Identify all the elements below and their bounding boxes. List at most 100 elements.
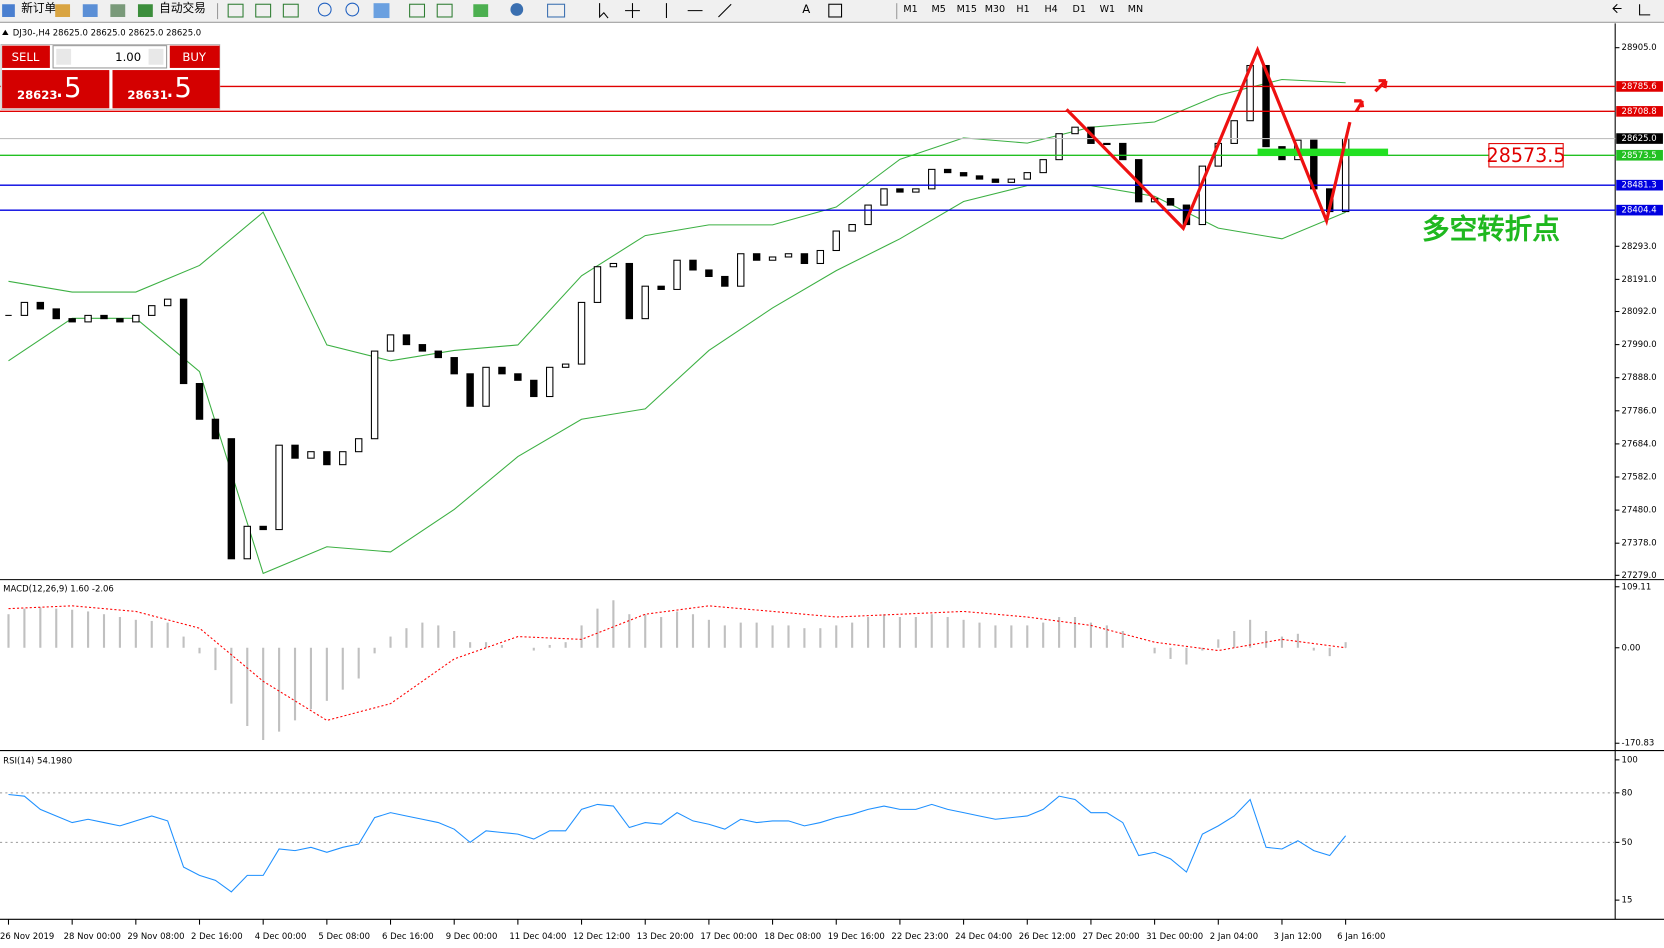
candle xyxy=(163,298,172,307)
candle xyxy=(721,275,729,287)
candle xyxy=(912,188,920,193)
y-tick-label: 0.00 xyxy=(1622,643,1641,653)
candle xyxy=(1023,172,1031,180)
timeframe[interactable]: H4 xyxy=(1045,4,1058,15)
candle xyxy=(1166,198,1175,206)
buy-button[interactable] xyxy=(169,45,220,68)
ask-pips[interactable]: .5 xyxy=(166,71,192,104)
y-tick-label: 28905.0 xyxy=(1622,43,1657,53)
rsi-line xyxy=(8,793,1347,893)
chart-window xyxy=(0,23,1664,948)
candle xyxy=(943,168,952,174)
icon xyxy=(82,4,98,17)
sell-button[interactable] xyxy=(2,45,50,68)
ask-main[interactable]: 28631 xyxy=(127,88,168,102)
bid-box[interactable] xyxy=(2,70,110,109)
lot-value[interactable]: 1.00 xyxy=(115,50,141,64)
auto-trading[interactable]: 自动交易 xyxy=(159,1,206,15)
candle xyxy=(307,451,315,459)
icon xyxy=(665,3,732,19)
y-tick-label: 15 xyxy=(1622,896,1633,906)
candle xyxy=(52,308,60,320)
icon xyxy=(828,3,843,18)
arrow xyxy=(1354,99,1365,113)
candle xyxy=(816,249,825,265)
bid-pips[interactable]: .5 xyxy=(55,71,81,104)
x-tick-label: 18 Dec 08:00 xyxy=(764,932,821,942)
spin-down[interactable] xyxy=(56,48,72,65)
icon xyxy=(373,3,390,19)
sell-label[interactable]: SELL xyxy=(12,50,40,64)
bollinger-band xyxy=(8,78,1346,362)
candle xyxy=(737,253,745,287)
icon xyxy=(473,4,489,17)
x-tick-label: 5 Dec 08:00 xyxy=(318,932,370,942)
candle xyxy=(896,188,904,193)
x-tick-label: 6 Dec 16:00 xyxy=(382,932,434,942)
candle xyxy=(561,363,570,368)
candle xyxy=(593,266,602,303)
timeframe[interactable]: H1 xyxy=(1016,4,1029,15)
y-tick-label: 80 xyxy=(1622,788,1633,798)
level-tag-label: 28785.6 xyxy=(1622,82,1657,92)
candle xyxy=(768,256,777,261)
candle xyxy=(179,298,188,385)
y-tick-label: 27888.0 xyxy=(1622,373,1657,383)
candle xyxy=(323,451,331,466)
icon xyxy=(409,3,426,18)
macd-signal xyxy=(8,605,1346,721)
y-tick-label: 27480.0 xyxy=(1622,506,1657,516)
ask-box[interactable] xyxy=(112,70,220,109)
green-zone xyxy=(1257,148,1389,157)
icon xyxy=(436,3,453,18)
candle xyxy=(1039,159,1047,174)
timeframe[interactable]: M30 xyxy=(985,4,1005,15)
spin-up[interactable] xyxy=(148,48,164,65)
icon xyxy=(255,3,272,18)
candle xyxy=(259,525,267,531)
timeframe[interactable]: D1 xyxy=(1073,4,1086,15)
timeframe[interactable]: M1 xyxy=(903,4,917,15)
icon: A xyxy=(802,2,810,16)
level-tag-label: 28708.8 xyxy=(1622,107,1657,117)
timeframe[interactable]: M5 xyxy=(931,4,945,15)
x-tick-label: 31 Dec 00:00 xyxy=(1146,932,1203,942)
title-marker xyxy=(2,29,9,36)
candle xyxy=(195,383,204,420)
candle xyxy=(928,168,936,190)
price-callout xyxy=(1488,143,1564,168)
candle xyxy=(991,178,1000,183)
candle xyxy=(975,175,984,180)
bid-main[interactable]: 28623 xyxy=(17,88,58,102)
icon xyxy=(510,3,524,16)
timeframe[interactable]: M15 xyxy=(957,4,977,15)
candle xyxy=(832,230,840,252)
candle xyxy=(1230,120,1238,144)
y-tick-label: 27582.0 xyxy=(1622,472,1657,482)
candle xyxy=(1262,65,1270,148)
timeframe[interactable]: MN xyxy=(1128,4,1143,15)
candle xyxy=(514,373,522,381)
x-tick-label: 17 Dec 00:00 xyxy=(700,932,757,942)
lot-input[interactable] xyxy=(52,45,168,69)
candle xyxy=(1119,142,1127,161)
y-tick-label: 28191.0 xyxy=(1622,275,1657,285)
candle xyxy=(434,350,443,359)
candle xyxy=(1055,133,1063,161)
candle xyxy=(100,314,108,320)
timeframe[interactable]: W1 xyxy=(1100,4,1116,15)
buy-label[interactable]: BUY xyxy=(182,50,207,64)
x-tick-label: 11 Dec 04:00 xyxy=(509,932,566,942)
level-tag xyxy=(1616,106,1663,117)
x-tick-label: 24 Dec 04:00 xyxy=(955,932,1012,942)
annotation: 多空转折点 xyxy=(1422,212,1560,245)
y-tick-label: 27378.0 xyxy=(1622,539,1657,549)
new-order[interactable]: 新订单 xyxy=(21,1,56,15)
arrow xyxy=(1374,79,1388,93)
candle xyxy=(370,350,379,440)
candle xyxy=(68,318,76,323)
candle xyxy=(243,525,251,560)
icon xyxy=(227,3,244,18)
level-tag xyxy=(1616,204,1663,216)
